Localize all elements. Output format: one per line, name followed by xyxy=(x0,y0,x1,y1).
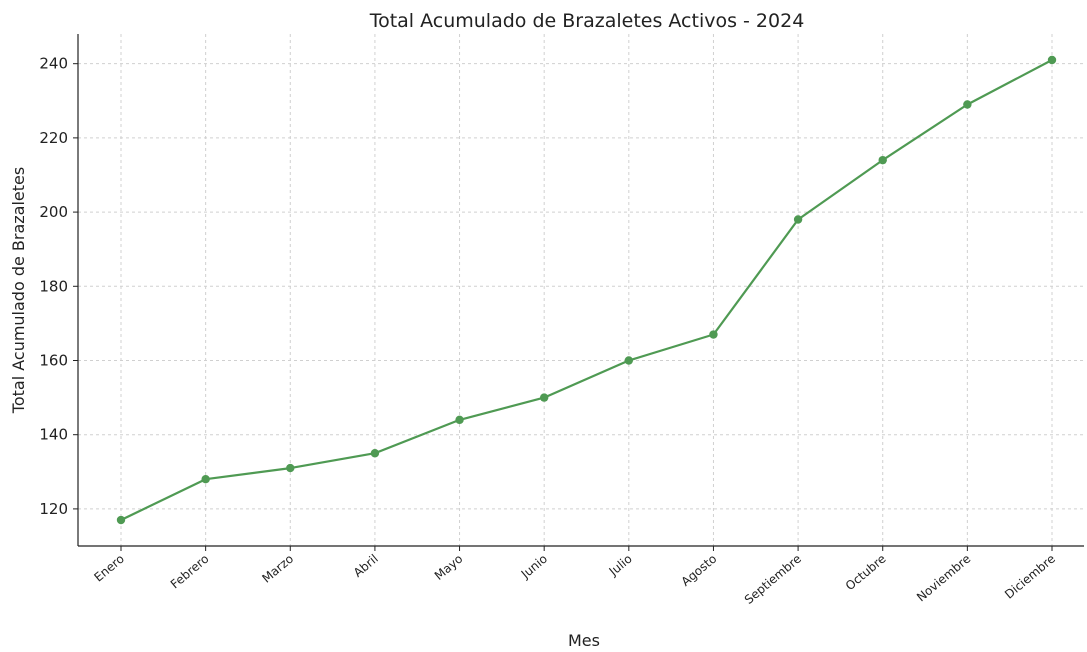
y-tick-label: 160 xyxy=(39,351,68,369)
x-tick-label: Agosto xyxy=(679,552,720,589)
x-tick-label: Septiembre xyxy=(742,552,804,607)
y-axis-label: Total Acumulado de Brazaletes xyxy=(9,167,28,414)
y-tick-label: 240 xyxy=(39,55,68,73)
series-layer xyxy=(116,55,1057,525)
data-point xyxy=(539,393,549,402)
x-tick-label: Octubre xyxy=(843,552,889,594)
y-tick-label: 140 xyxy=(39,426,68,444)
y-tick-label: 200 xyxy=(39,203,68,221)
data-point xyxy=(963,100,972,109)
data-point xyxy=(201,475,210,484)
chart-title: Total Acumulado de Brazaletes Activos - … xyxy=(369,10,805,32)
x-tick-label: Noviembre xyxy=(914,552,973,605)
axes xyxy=(73,34,1084,551)
x-tick-label: Marzo xyxy=(259,552,296,586)
x-tick-label: Febrero xyxy=(168,552,212,592)
data-point xyxy=(878,155,887,165)
grid-lines xyxy=(78,34,1084,546)
data-point xyxy=(624,356,634,365)
x-tick-label: Abril xyxy=(351,552,381,580)
data-point xyxy=(709,330,718,339)
x-tick-label: Junio xyxy=(518,552,550,582)
data-point xyxy=(793,215,803,224)
data-point xyxy=(286,463,295,473)
data-point xyxy=(370,449,380,458)
y-tick-label: 120 xyxy=(39,500,68,518)
y-tick-label: 180 xyxy=(39,277,68,295)
x-tick-label: Diciembre xyxy=(1002,552,1058,602)
x-tick-label: Mayo xyxy=(432,552,466,583)
series-line xyxy=(120,59,1053,521)
data-point xyxy=(116,515,126,525)
x-tick-label: Julio xyxy=(606,552,635,580)
y-tick-label: 220 xyxy=(39,129,68,147)
data-point xyxy=(1047,55,1057,65)
x-tick-label: Enero xyxy=(91,552,126,585)
data-point xyxy=(455,415,464,425)
x-axis-label: Mes xyxy=(568,631,600,650)
